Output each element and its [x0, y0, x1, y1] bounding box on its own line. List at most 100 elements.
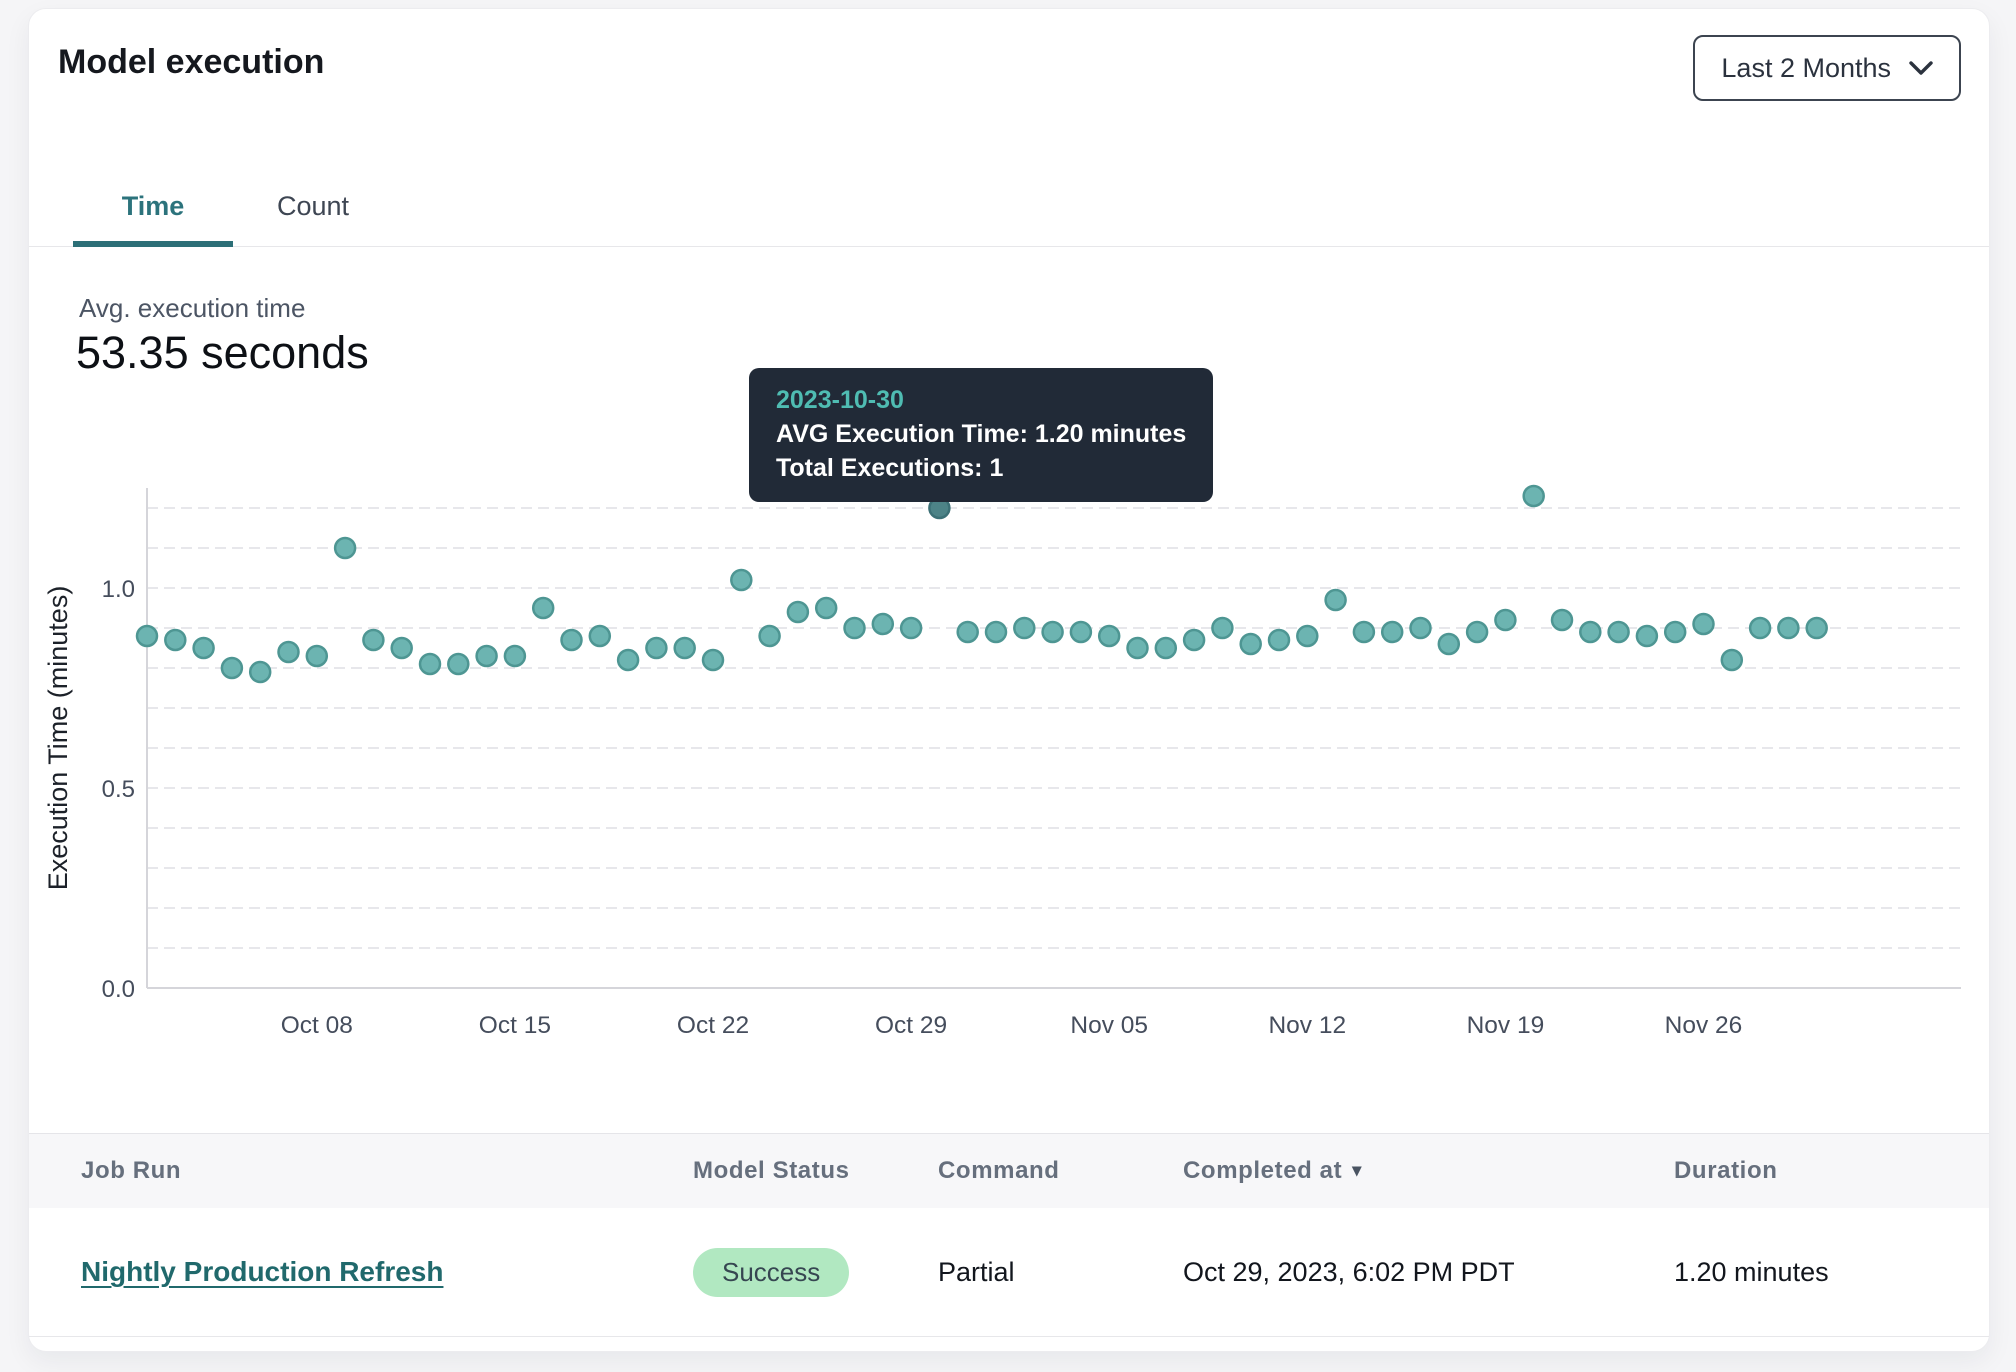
data-point[interactable] [843, 616, 866, 640]
data-point[interactable] [1663, 620, 1687, 644]
data-point[interactable] [248, 660, 272, 684]
chart-tooltip: 2023-10-30 AVG Execution Time: 1.20 minu… [749, 368, 1214, 502]
page-title: Model execution [58, 43, 325, 81]
x-tick-label: Nov 05 [1070, 1012, 1148, 1039]
y-axis-title: Execution Time (minutes) [43, 586, 73, 891]
data-point[interactable] [984, 620, 1008, 644]
data-point[interactable] [1352, 620, 1376, 644]
data-point[interactable] [220, 656, 244, 680]
status-badge: Success [693, 1247, 850, 1297]
y-tick-label: 1.0 [102, 576, 135, 603]
tab-time[interactable]: Time [73, 177, 233, 247]
data-point[interactable] [786, 600, 810, 624]
date-range-label: Last 2 Months [1721, 52, 1891, 83]
y-tick-label: 0.0 [102, 976, 135, 1003]
data-point[interactable] [616, 648, 640, 672]
sort-desc-icon[interactable]: ▾ [1352, 1160, 1362, 1180]
tooltip-total-executions: Total Executions: 1 [776, 454, 1004, 482]
table-header-row: Job Run Model Status Command Completed a… [29, 1133, 1989, 1208]
data-point[interactable] [531, 596, 555, 620]
data-point[interactable] [1239, 632, 1262, 656]
data-point[interactable] [1211, 616, 1234, 640]
data-point[interactable] [560, 628, 583, 652]
data-point[interactable] [1494, 608, 1517, 632]
data-point[interactable] [475, 644, 498, 668]
chart-tabs: Time Count [29, 177, 1989, 247]
x-tick-label: Oct 08 [281, 1012, 353, 1039]
data-point[interactable] [1522, 484, 1545, 508]
x-tick-label: Oct 22 [677, 1012, 749, 1039]
data-point[interactable] [701, 648, 725, 672]
command-cell: Partial [938, 1256, 1015, 1287]
tab-count[interactable]: Count [233, 177, 393, 246]
x-tick-label: Oct 15 [479, 1012, 551, 1039]
data-point[interactable] [1465, 620, 1489, 644]
data-point[interactable] [645, 636, 668, 660]
data-point[interactable] [362, 628, 385, 652]
data-point[interactable] [758, 624, 781, 648]
data-point[interactable] [305, 644, 329, 668]
data-point[interactable] [588, 624, 612, 648]
data-point[interactable] [277, 640, 300, 664]
data-point[interactable] [1635, 624, 1659, 648]
job-runs-table: Job Run Model Status Command Completed a… [29, 1133, 1989, 1337]
date-range-dropdown[interactable]: Last 2 Months [1693, 35, 1961, 101]
data-point[interactable] [1380, 620, 1404, 644]
x-tick-label: Oct 29 [875, 1012, 947, 1039]
data-point[interactable] [1069, 620, 1093, 644]
data-point[interactable] [333, 536, 357, 560]
data-point[interactable] [1692, 612, 1715, 636]
col-header-completed-at[interactable]: Completed at ▾ [1183, 1157, 1362, 1184]
data-point[interactable] [1720, 648, 1744, 672]
data-point[interactable] [503, 644, 527, 668]
data-point[interactable] [447, 652, 470, 676]
data-point[interactable] [1097, 624, 1121, 648]
data-point[interactable] [1182, 628, 1206, 652]
data-point[interactable] [1126, 636, 1149, 660]
completed-at-cell: Oct 29, 2023, 6:02 PM PDT [1183, 1256, 1515, 1287]
data-point[interactable] [1550, 608, 1574, 632]
data-point[interactable] [390, 636, 413, 660]
data-point[interactable] [192, 636, 215, 660]
data-point[interactable] [1267, 628, 1291, 652]
data-point[interactable] [164, 628, 187, 652]
data-point[interactable] [1748, 616, 1772, 640]
col-header-command[interactable]: Command [938, 1157, 1060, 1184]
col-header-model-status[interactable]: Model Status [693, 1157, 850, 1184]
model-execution-card: Model execution Last 2 Months Time Count… [28, 8, 1990, 1352]
x-tick-label: Nov 12 [1268, 1012, 1346, 1039]
col-header-duration[interactable]: Duration [1674, 1157, 1778, 1184]
data-point[interactable] [135, 624, 159, 648]
x-tick-label: Nov 26 [1665, 1012, 1743, 1039]
y-tick-label: 0.5 [102, 776, 135, 803]
duration-cell: 1.20 minutes [1674, 1256, 1829, 1287]
data-point[interactable] [1041, 620, 1064, 644]
data-point[interactable] [871, 612, 895, 636]
data-point[interactable] [1296, 624, 1319, 648]
data-point[interactable] [1324, 588, 1347, 612]
chevron-down-icon [1909, 60, 1933, 76]
x-tick-label: Nov 19 [1467, 1012, 1545, 1039]
scatter-plot-svg: 0.0 0.5 1.0 Oct 08 Oct 15 Oct 22 Oct 29 Nov 05 N… [43, 484, 1961, 1039]
data-point[interactable] [673, 636, 696, 660]
data-point[interactable] [1409, 616, 1432, 640]
data-point[interactable] [956, 620, 979, 644]
kpi-value: 53.35 seconds [76, 327, 369, 378]
col-header-job-run[interactable]: Job Run [81, 1157, 182, 1184]
tooltip-date: 2023-10-30 [776, 386, 904, 414]
data-point[interactable] [1607, 620, 1630, 644]
data-point[interactable] [899, 616, 923, 640]
tooltip-avg-execution-time: AVG Execution Time: 1.20 minutes [776, 420, 1187, 448]
job-run-link[interactable]: Nightly Production Refresh [81, 1256, 444, 1287]
data-point[interactable] [1579, 620, 1602, 644]
data-point[interactable] [1013, 616, 1036, 640]
data-point[interactable] [418, 652, 442, 676]
data-point[interactable] [1805, 616, 1828, 640]
data-point[interactable] [730, 568, 753, 592]
data-point[interactable] [814, 596, 838, 620]
kpi-label: Avg. execution time [79, 293, 306, 323]
data-point[interactable] [1437, 632, 1461, 656]
table-row: Nightly Production Refresh Success Parti… [29, 1208, 1989, 1337]
data-point[interactable] [1777, 616, 1800, 640]
data-point[interactable] [1154, 636, 1178, 660]
